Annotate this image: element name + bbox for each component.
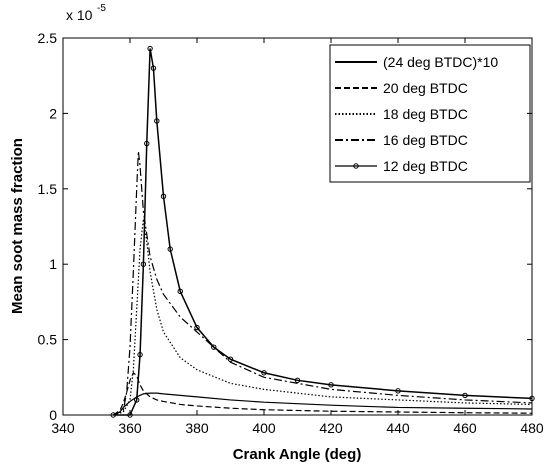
y-tick-label: 1: [49, 256, 57, 272]
x-tick-label: 440: [386, 420, 410, 436]
data-point: [134, 397, 140, 403]
data-point: [137, 351, 143, 358]
data-point: [110, 412, 116, 418]
y-axis-label: Mean soot mass fraction: [9, 138, 26, 314]
data-point: [140, 261, 147, 267]
y-tick-label: 0: [49, 407, 57, 423]
x-axis-label: Crank Angle (deg): [233, 446, 362, 463]
data-point: [160, 193, 167, 200]
data-point: [328, 382, 334, 388]
data-point: [154, 118, 160, 124]
y-tick-label: 2.5: [38, 30, 58, 46]
data-point: [211, 344, 217, 350]
y-tick-label: 2: [49, 105, 57, 121]
legend-label: 18 deg BTDC: [383, 106, 468, 122]
data-point: [227, 356, 234, 362]
legend-marker: [353, 163, 359, 169]
series-line: [113, 48, 533, 416]
x-tick-label: 480: [520, 420, 544, 436]
data-point: [147, 45, 153, 52]
x-tick-label: 380: [185, 420, 209, 436]
data-point: [167, 246, 173, 252]
series-line: [113, 151, 533, 416]
y-tick-label: 0.5: [38, 332, 58, 348]
data-point: [177, 288, 183, 295]
data-point: [261, 370, 267, 376]
legend-label: (24 deg BTDC)*10: [383, 54, 498, 70]
x-tick-label: 360: [118, 420, 142, 436]
data-point: [529, 395, 535, 402]
y-multiplier: x 10: [66, 7, 93, 23]
legend-label: 16 deg BTDC: [383, 132, 468, 148]
data-point: [462, 392, 468, 399]
data-point: [395, 388, 401, 394]
series-line: [112, 371, 533, 416]
data-point: [294, 377, 301, 384]
legend-label: 12 deg BTDC: [383, 158, 468, 174]
x-tick-label: 340: [51, 420, 75, 436]
data-point: [127, 412, 133, 418]
x-tick-label: 420: [319, 420, 343, 436]
legend-label: 20 deg BTDC: [383, 80, 468, 96]
data-point: [144, 140, 150, 147]
x-tick-label: 400: [252, 420, 276, 436]
y-tick-label: 1.5: [38, 181, 58, 197]
data-point: [150, 65, 157, 71]
series-line: [113, 392, 533, 416]
y-multiplier-exponent: -5: [97, 3, 106, 14]
x-tick-label: 460: [453, 420, 477, 436]
data-point: [194, 324, 200, 331]
